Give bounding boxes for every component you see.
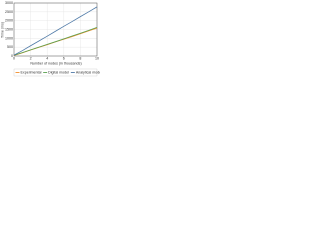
series-line xyxy=(13,6,98,56)
y-tick-label: 1500 xyxy=(5,27,13,31)
y-tick-label: 500 xyxy=(7,45,13,49)
plot-frame xyxy=(13,2,98,57)
x-tick-label: 0 xyxy=(13,56,15,60)
legend-label: Experimental xyxy=(21,70,42,74)
legend-label: Digital model xyxy=(48,70,69,74)
legend-box xyxy=(13,68,98,77)
x-tick-label: 10 xyxy=(95,56,99,60)
y-tick-label: 3000 xyxy=(5,1,13,5)
series-line xyxy=(13,27,98,56)
chart: Number of nodes (in thousands) Time (ms)… xyxy=(0,0,100,78)
y-axis-label: Time (ms) xyxy=(0,22,4,38)
y-tick-label: 0 xyxy=(11,54,13,58)
x-tick-label: 2 xyxy=(30,56,32,60)
x-axis-label: Number of nodes (in thousands) xyxy=(30,61,81,65)
legend-label: Analytical model xyxy=(76,70,100,74)
x-tick-label: 4 xyxy=(46,56,48,60)
x-tick-label: 6 xyxy=(63,56,65,60)
background xyxy=(0,0,100,78)
y-tick-label: 2500 xyxy=(5,10,13,14)
x-tick-label: 8 xyxy=(79,56,81,60)
y-tick-label: 1000 xyxy=(5,36,13,40)
y-tick-label: 2000 xyxy=(5,19,13,23)
